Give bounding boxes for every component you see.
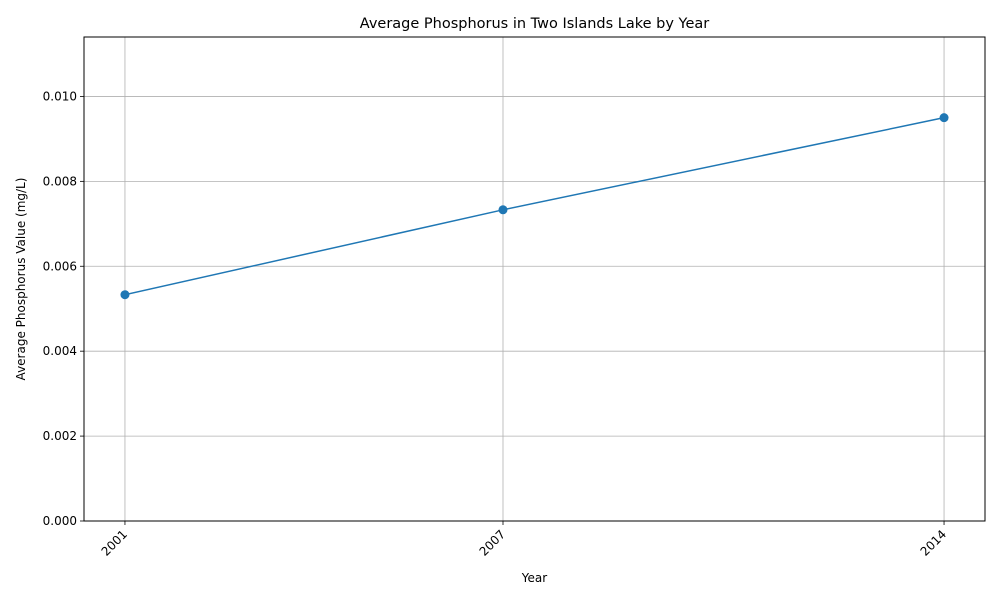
ticks-layer: 0.000 0.002 0.004 0.006 0.008 0.010 2001 2007 20…	[43, 89, 950, 558]
y-tick-label: 0.002	[43, 429, 77, 443]
y-tick-label: 0.000	[43, 514, 77, 528]
data-point	[939, 113, 949, 123]
x-tick-label: 2007	[477, 527, 508, 558]
y-tick-label: 0.010	[43, 89, 77, 103]
grid-layer	[84, 37, 985, 522]
data-point	[120, 290, 130, 300]
x-axis-label: Year	[521, 571, 547, 585]
plot-frame	[83, 36, 986, 522]
y-tick-label: 0.006	[43, 259, 77, 273]
series-layer	[120, 113, 949, 300]
data-point	[498, 205, 508, 215]
series-line	[124, 116, 945, 296]
chart-title: Average Phosphorus in Two Islands Lake b…	[360, 16, 710, 32]
y-tick-label: 0.008	[43, 174, 77, 188]
x-tick-label: 2014	[918, 527, 949, 558]
y-axis-label: Average Phosphorus Value (mg/L)	[14, 178, 28, 381]
y-tick-label: 0.004	[43, 344, 77, 358]
x-tick-label: 2001	[99, 527, 130, 558]
